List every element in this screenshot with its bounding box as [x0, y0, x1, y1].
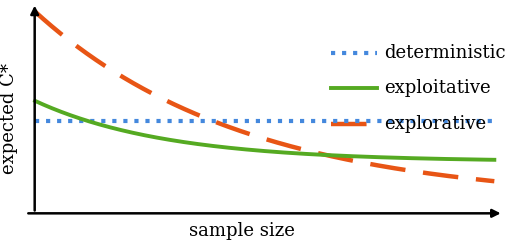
Text: deterministic: deterministic	[384, 44, 505, 62]
Text: expected C*: expected C*	[1, 63, 18, 174]
Text: explorative: explorative	[384, 115, 486, 133]
Text: exploitative: exploitative	[384, 79, 491, 98]
Text: sample size: sample size	[189, 222, 295, 240]
